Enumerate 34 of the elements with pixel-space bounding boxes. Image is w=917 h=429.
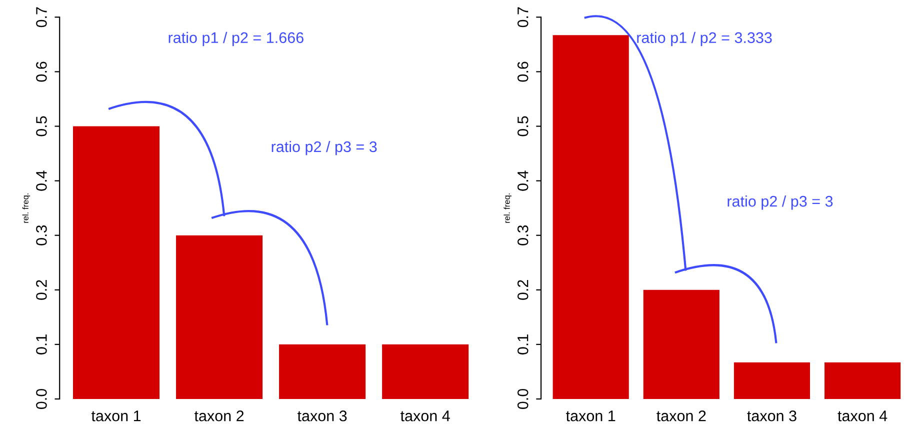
bar: [734, 362, 810, 399]
x-tick-label: taxon 3: [747, 410, 796, 422]
bar: [279, 344, 366, 399]
x-tick-label: taxon 2: [194, 410, 244, 422]
y-tick-label: 0.2: [517, 280, 528, 300]
y-axis-title: rel. freq.: [504, 194, 512, 223]
y-tick-label: 0.0: [517, 388, 528, 409]
x-tick-label: taxon 1: [91, 410, 141, 422]
x-tick-label: taxon 4: [400, 410, 450, 422]
y-tick-label: 0.0: [36, 388, 47, 409]
y-tick-label: 0.3: [517, 225, 528, 246]
bar: [824, 362, 901, 399]
x-tick-label: taxon 3: [297, 410, 347, 422]
y-tick-label: 0.1: [517, 334, 528, 354]
annotation: ratio p2 / p3 = 3: [272, 140, 377, 156]
annotation: ratio p1 / p2 = 1.666: [168, 32, 304, 46]
y-tick-label: 0.4: [517, 170, 528, 191]
y-tick-label: 0.7: [36, 7, 47, 28]
y-axis-title: rel. freq.: [22, 194, 30, 223]
y-tick-label: 0.3: [36, 225, 47, 246]
y-tick-label: 0.7: [517, 7, 528, 28]
y-tick-label: 0.2: [36, 280, 47, 300]
x-tick-label: taxon 2: [656, 410, 706, 422]
x-tick-label: taxon 1: [566, 410, 616, 422]
y-tick-label: 0.6: [36, 62, 47, 82]
y-tick-label: 0.1: [36, 334, 47, 354]
y-tick-label: 0.5: [36, 116, 47, 136]
annotation: ratio p2 / p3 = 3: [728, 195, 833, 210]
y-tick-label: 0.5: [517, 116, 528, 136]
bar: [382, 344, 469, 399]
x-tick-label: taxon 4: [838, 410, 888, 422]
y-tick-label: 0.4: [36, 170, 47, 191]
annotation: ratio p1 / p2 = 3.333: [637, 32, 772, 46]
y-tick-label: 0.6: [517, 62, 528, 82]
